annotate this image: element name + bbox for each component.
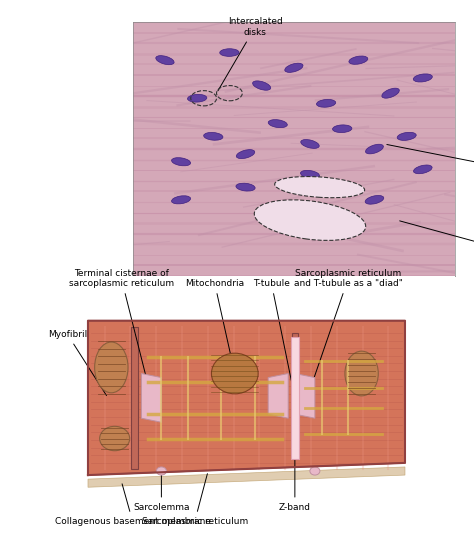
- Ellipse shape: [204, 132, 223, 140]
- Ellipse shape: [345, 351, 378, 396]
- Polygon shape: [88, 467, 405, 487]
- Text: Myofibril: Myofibril: [48, 330, 107, 396]
- Text: Sarcolemma: Sarcolemma: [133, 468, 190, 512]
- Polygon shape: [292, 333, 298, 459]
- Ellipse shape: [301, 140, 319, 148]
- Polygon shape: [295, 374, 315, 418]
- Ellipse shape: [413, 165, 432, 174]
- Ellipse shape: [397, 132, 416, 140]
- Text: A: A: [139, 286, 149, 299]
- Text: Sarcoplasmic reticulum
and T-tubule as a "diad": Sarcoplasmic reticulum and T-tubule as a…: [294, 269, 403, 411]
- Ellipse shape: [365, 144, 383, 154]
- Ellipse shape: [333, 125, 352, 132]
- Ellipse shape: [236, 183, 255, 191]
- Ellipse shape: [253, 81, 271, 90]
- Text: Terminal cisternae of
sarcoplasmic reticulum: Terminal cisternae of sarcoplasmic retic…: [69, 269, 174, 395]
- Ellipse shape: [220, 49, 239, 56]
- Ellipse shape: [349, 56, 368, 65]
- Ellipse shape: [365, 195, 384, 204]
- Text: Collagenous basement membrane: Collagenous basement membrane: [55, 484, 210, 526]
- Text: Intercalated
disks: Intercalated disks: [218, 17, 283, 91]
- Ellipse shape: [95, 342, 128, 393]
- Text: Cardiac myocyte
nuclei: Cardiac myocyte nuclei: [387, 145, 474, 182]
- Polygon shape: [141, 374, 161, 422]
- Text: Sarcoplasmic reticulum: Sarcoplasmic reticulum: [142, 474, 248, 526]
- Ellipse shape: [254, 200, 366, 241]
- Ellipse shape: [156, 467, 166, 475]
- Ellipse shape: [237, 150, 255, 158]
- Ellipse shape: [211, 353, 258, 394]
- Ellipse shape: [188, 94, 207, 102]
- Text: Mitochondria: Mitochondria: [185, 279, 244, 371]
- Ellipse shape: [301, 171, 319, 178]
- Ellipse shape: [172, 196, 191, 204]
- Ellipse shape: [268, 120, 287, 128]
- Ellipse shape: [310, 467, 320, 475]
- Text: Blood vessels: Blood vessels: [400, 221, 474, 258]
- Polygon shape: [268, 374, 288, 418]
- Ellipse shape: [275, 177, 365, 198]
- Ellipse shape: [413, 74, 432, 82]
- Ellipse shape: [382, 88, 399, 98]
- Ellipse shape: [100, 426, 130, 450]
- Text: T-tubule: T-tubule: [253, 279, 294, 395]
- Text: Z-band: Z-band: [279, 458, 311, 512]
- Polygon shape: [88, 321, 405, 475]
- Ellipse shape: [285, 63, 303, 72]
- Polygon shape: [131, 327, 138, 469]
- Ellipse shape: [317, 99, 336, 107]
- Polygon shape: [291, 337, 299, 459]
- Ellipse shape: [172, 158, 191, 166]
- Ellipse shape: [156, 56, 174, 65]
